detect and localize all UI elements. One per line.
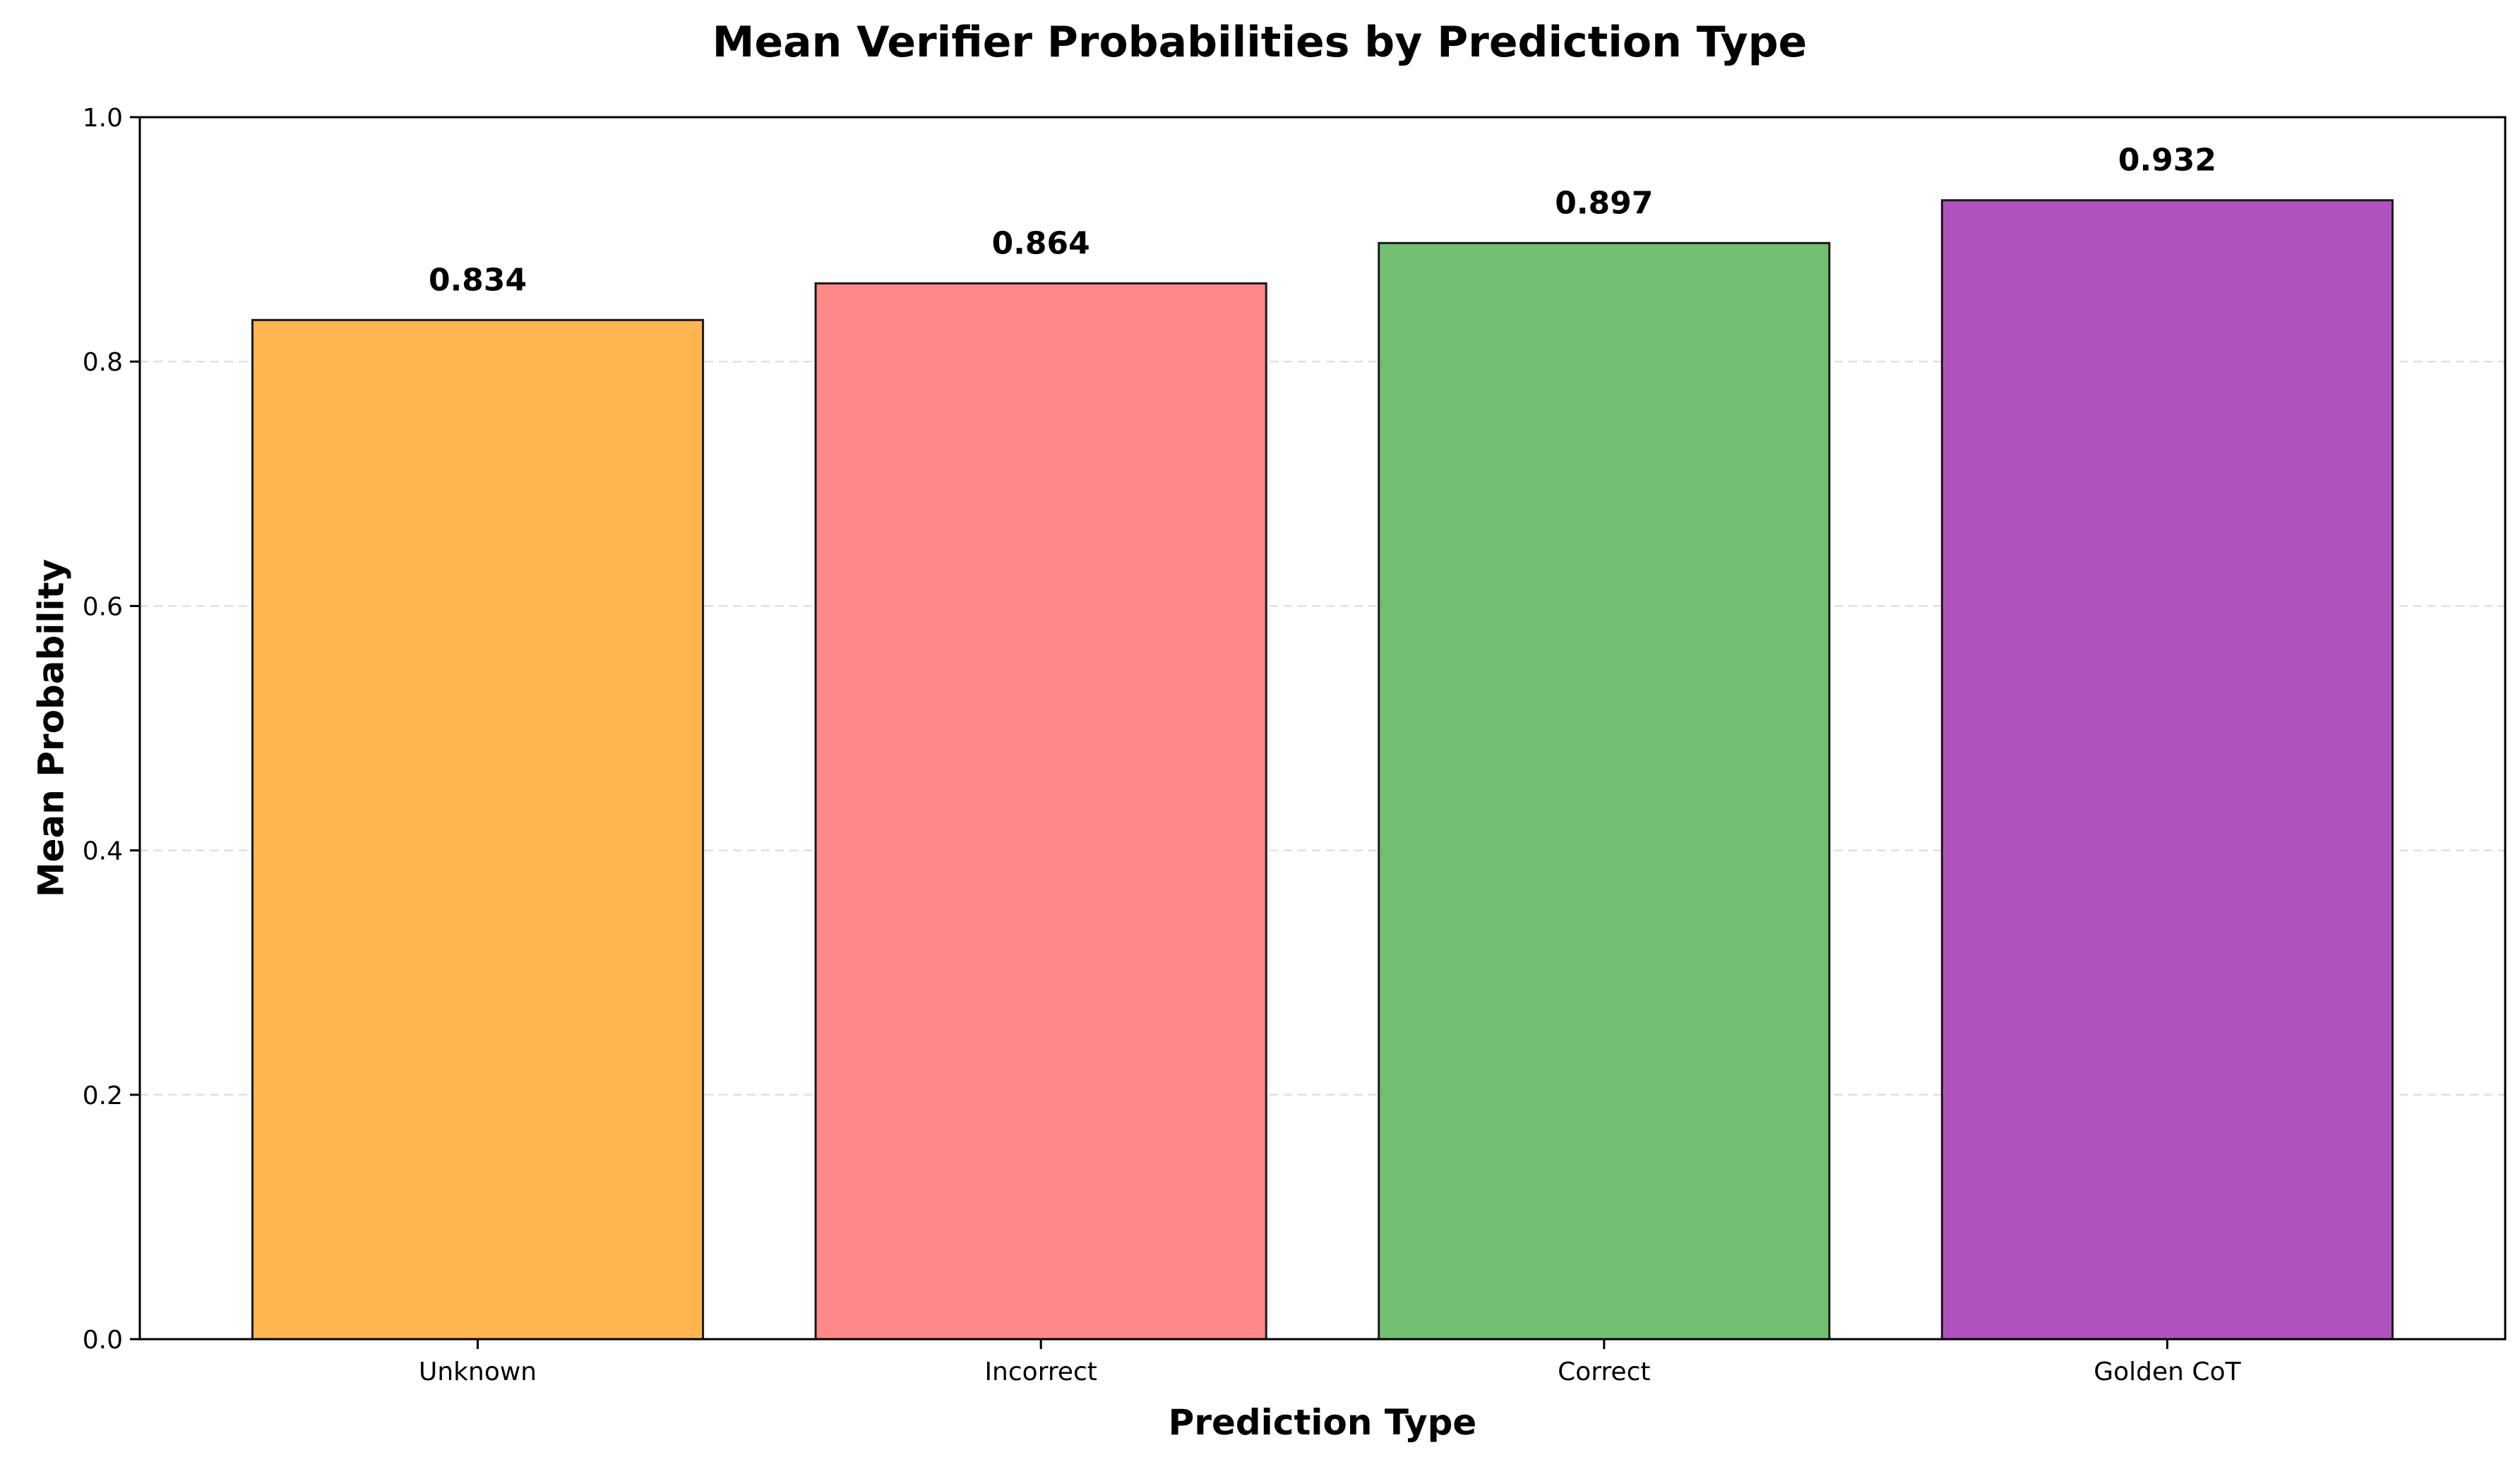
y-tick-label: 0.8 xyxy=(83,348,123,377)
bar-value-label: 0.834 xyxy=(429,262,527,298)
y-tick-label: 0.6 xyxy=(83,592,123,621)
bar-value-label: 0.897 xyxy=(1555,185,1653,221)
bar xyxy=(1378,241,1831,1341)
y-axis-label: Mean Probability xyxy=(31,559,72,897)
bar xyxy=(1940,199,2394,1341)
bar xyxy=(814,282,1267,1341)
y-tick-label: 0.2 xyxy=(83,1081,123,1110)
plot-frame xyxy=(138,116,2507,1341)
x-axis-label: Prediction Type xyxy=(1169,1402,1477,1443)
y-tick-label: 0.0 xyxy=(83,1326,123,1355)
x-tick-label: Golden CoT xyxy=(2094,1358,2241,1386)
chart-title: Mean Verifier Probabilities by Predictio… xyxy=(712,18,1807,67)
y-axis-ticks: 0.0 0.2 0.4 0.6 0.8 1.0 xyxy=(83,104,140,1355)
x-axis-ticks: Unknown Incorrect Correct Golden CoT xyxy=(419,1339,2242,1386)
bar-value-label: 0.932 xyxy=(2118,143,2216,179)
y-tick-label: 0.4 xyxy=(83,837,123,866)
bar-value-label: 0.864 xyxy=(992,225,1090,261)
x-tick-label: Incorrect xyxy=(984,1358,1097,1386)
bar xyxy=(251,318,705,1341)
x-tick-label: Correct xyxy=(1558,1358,1650,1386)
y-tick-label: 1.0 xyxy=(83,104,123,133)
bars: 0.834 0.864 0.897 0.932 xyxy=(251,143,2394,1341)
x-tick-label: Unknown xyxy=(419,1358,537,1386)
